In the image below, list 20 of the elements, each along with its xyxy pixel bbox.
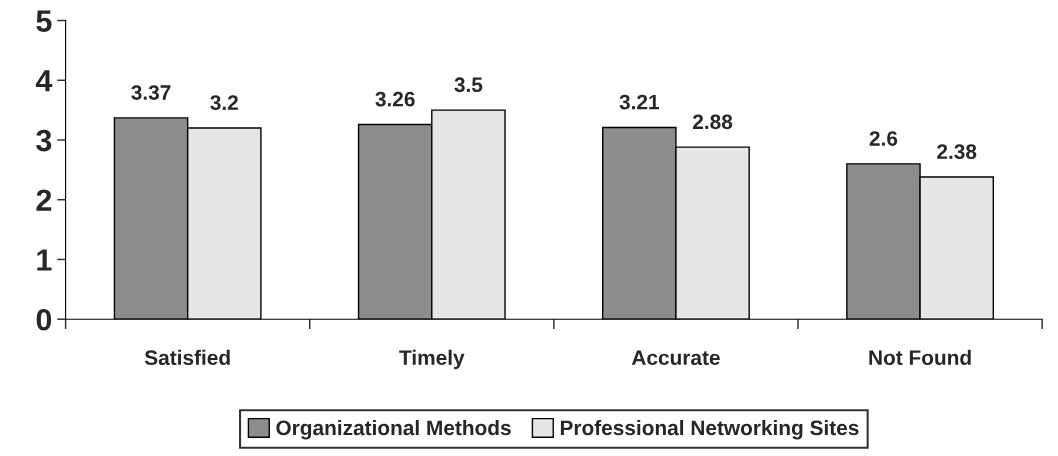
x-tick-label: Timely bbox=[399, 349, 465, 370]
y-tick-label: 1 bbox=[37, 249, 52, 271]
legend-label: Organizational Methods bbox=[276, 419, 511, 440]
y-tick-label: 5 bbox=[36, 10, 52, 32]
x-tick-label: Satisfied bbox=[144, 349, 230, 366]
data-label: 3.2 bbox=[210, 95, 238, 111]
x-tick-label: Accurate bbox=[631, 350, 720, 366]
data-label: 2.6 bbox=[869, 131, 898, 146]
x-tick-label: Not Found bbox=[869, 349, 971, 366]
data-label: 3.5 bbox=[454, 77, 483, 93]
data-label: 2.38 bbox=[937, 144, 977, 160]
data-label: 3.21 bbox=[619, 94, 659, 110]
legend-label: Professional Networking Sites bbox=[560, 419, 859, 440]
data-label: 3.37 bbox=[131, 85, 171, 100]
y-tick-label: 0 bbox=[36, 308, 52, 331]
data-label: 2.88 bbox=[693, 114, 733, 130]
y-tick-label: 3 bbox=[36, 129, 52, 152]
data-label: 3.26 bbox=[375, 91, 415, 107]
y-tick-label: 2 bbox=[36, 189, 52, 211]
y-tick-label: 4 bbox=[35, 70, 53, 92]
